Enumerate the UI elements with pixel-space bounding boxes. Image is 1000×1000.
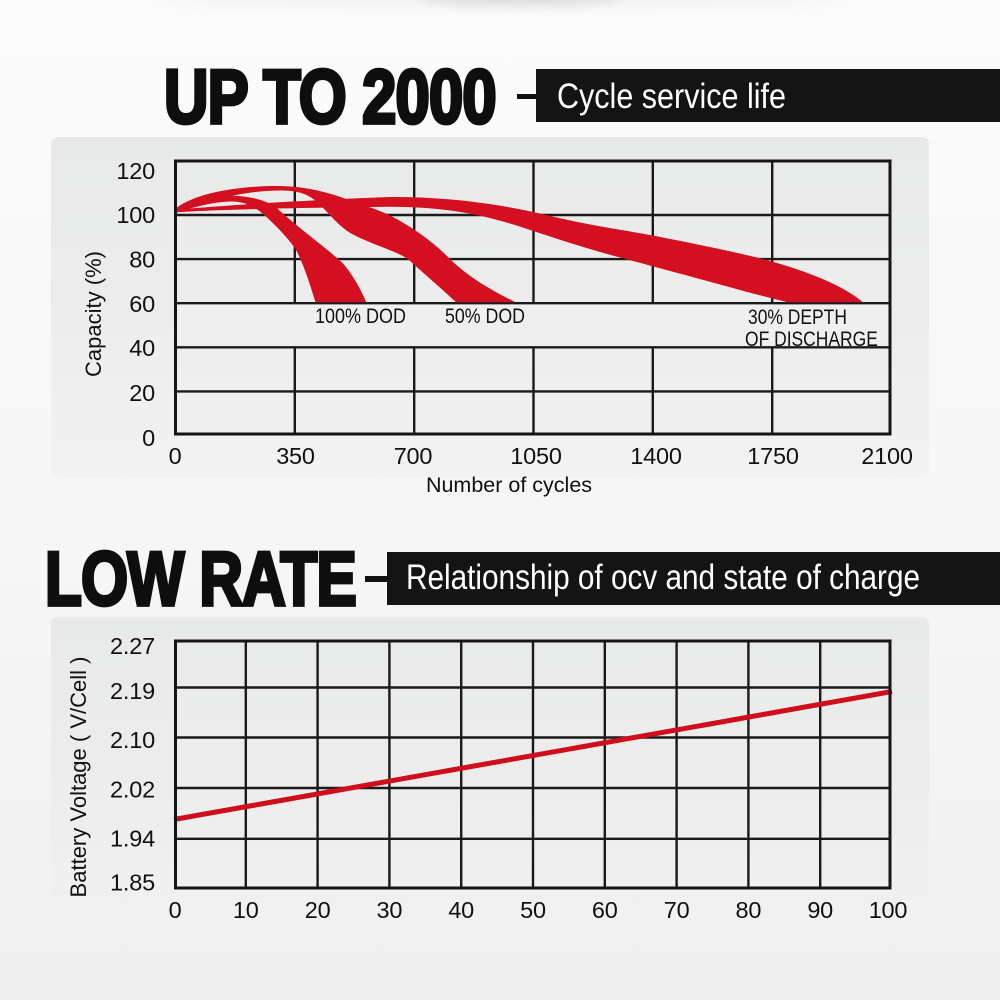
svg-text:30: 30 xyxy=(377,897,403,923)
svg-text:100% DOD: 100% DOD xyxy=(315,305,406,329)
svg-text:2100: 2100 xyxy=(861,443,913,469)
svg-text:120: 120 xyxy=(116,158,155,184)
svg-text:0: 0 xyxy=(169,897,182,923)
svg-text:100: 100 xyxy=(116,202,155,228)
svg-text:Battery Voltage ( V/Cell ): Battery Voltage ( V/Cell ) xyxy=(66,657,91,898)
svg-text:90: 90 xyxy=(807,897,833,923)
svg-text:20: 20 xyxy=(305,897,331,923)
svg-text:1400: 1400 xyxy=(630,443,682,469)
svg-text:1050: 1050 xyxy=(510,443,562,469)
svg-text:50: 50 xyxy=(520,897,546,923)
svg-text:10: 10 xyxy=(233,897,259,923)
svg-text:40: 40 xyxy=(448,897,474,923)
svg-text:Capacity (%): Capacity (%) xyxy=(81,251,106,377)
svg-text:Number of cycles: Number of cycles xyxy=(426,473,592,497)
svg-text:100: 100 xyxy=(869,897,908,923)
svg-text:1750: 1750 xyxy=(747,443,799,469)
svg-text:40: 40 xyxy=(129,335,155,361)
svg-text:60: 60 xyxy=(129,291,155,317)
svg-text:30% DEPTH: 30% DEPTH xyxy=(748,307,847,330)
svg-text:0: 0 xyxy=(169,443,182,469)
svg-text:350: 350 xyxy=(276,443,315,469)
svg-text:0: 0 xyxy=(142,425,155,451)
svg-text:OF DISCHARGE: OF DISCHARGE xyxy=(745,329,878,352)
svg-text:50% DOD: 50% DOD xyxy=(445,305,525,329)
svg-text:20: 20 xyxy=(129,380,155,406)
svg-text:80: 80 xyxy=(736,897,762,923)
svg-text:60: 60 xyxy=(592,897,618,923)
svg-text:1.94: 1.94 xyxy=(110,826,155,852)
svg-text:70: 70 xyxy=(664,897,690,923)
svg-text:2.27: 2.27 xyxy=(110,633,155,659)
svg-text:700: 700 xyxy=(394,443,433,469)
svg-text:2.02: 2.02 xyxy=(110,777,155,803)
svg-text:2.10: 2.10 xyxy=(110,727,155,753)
svg-text:1.85: 1.85 xyxy=(110,870,155,896)
svg-text:80: 80 xyxy=(129,247,155,273)
svg-text:2.19: 2.19 xyxy=(110,678,155,704)
